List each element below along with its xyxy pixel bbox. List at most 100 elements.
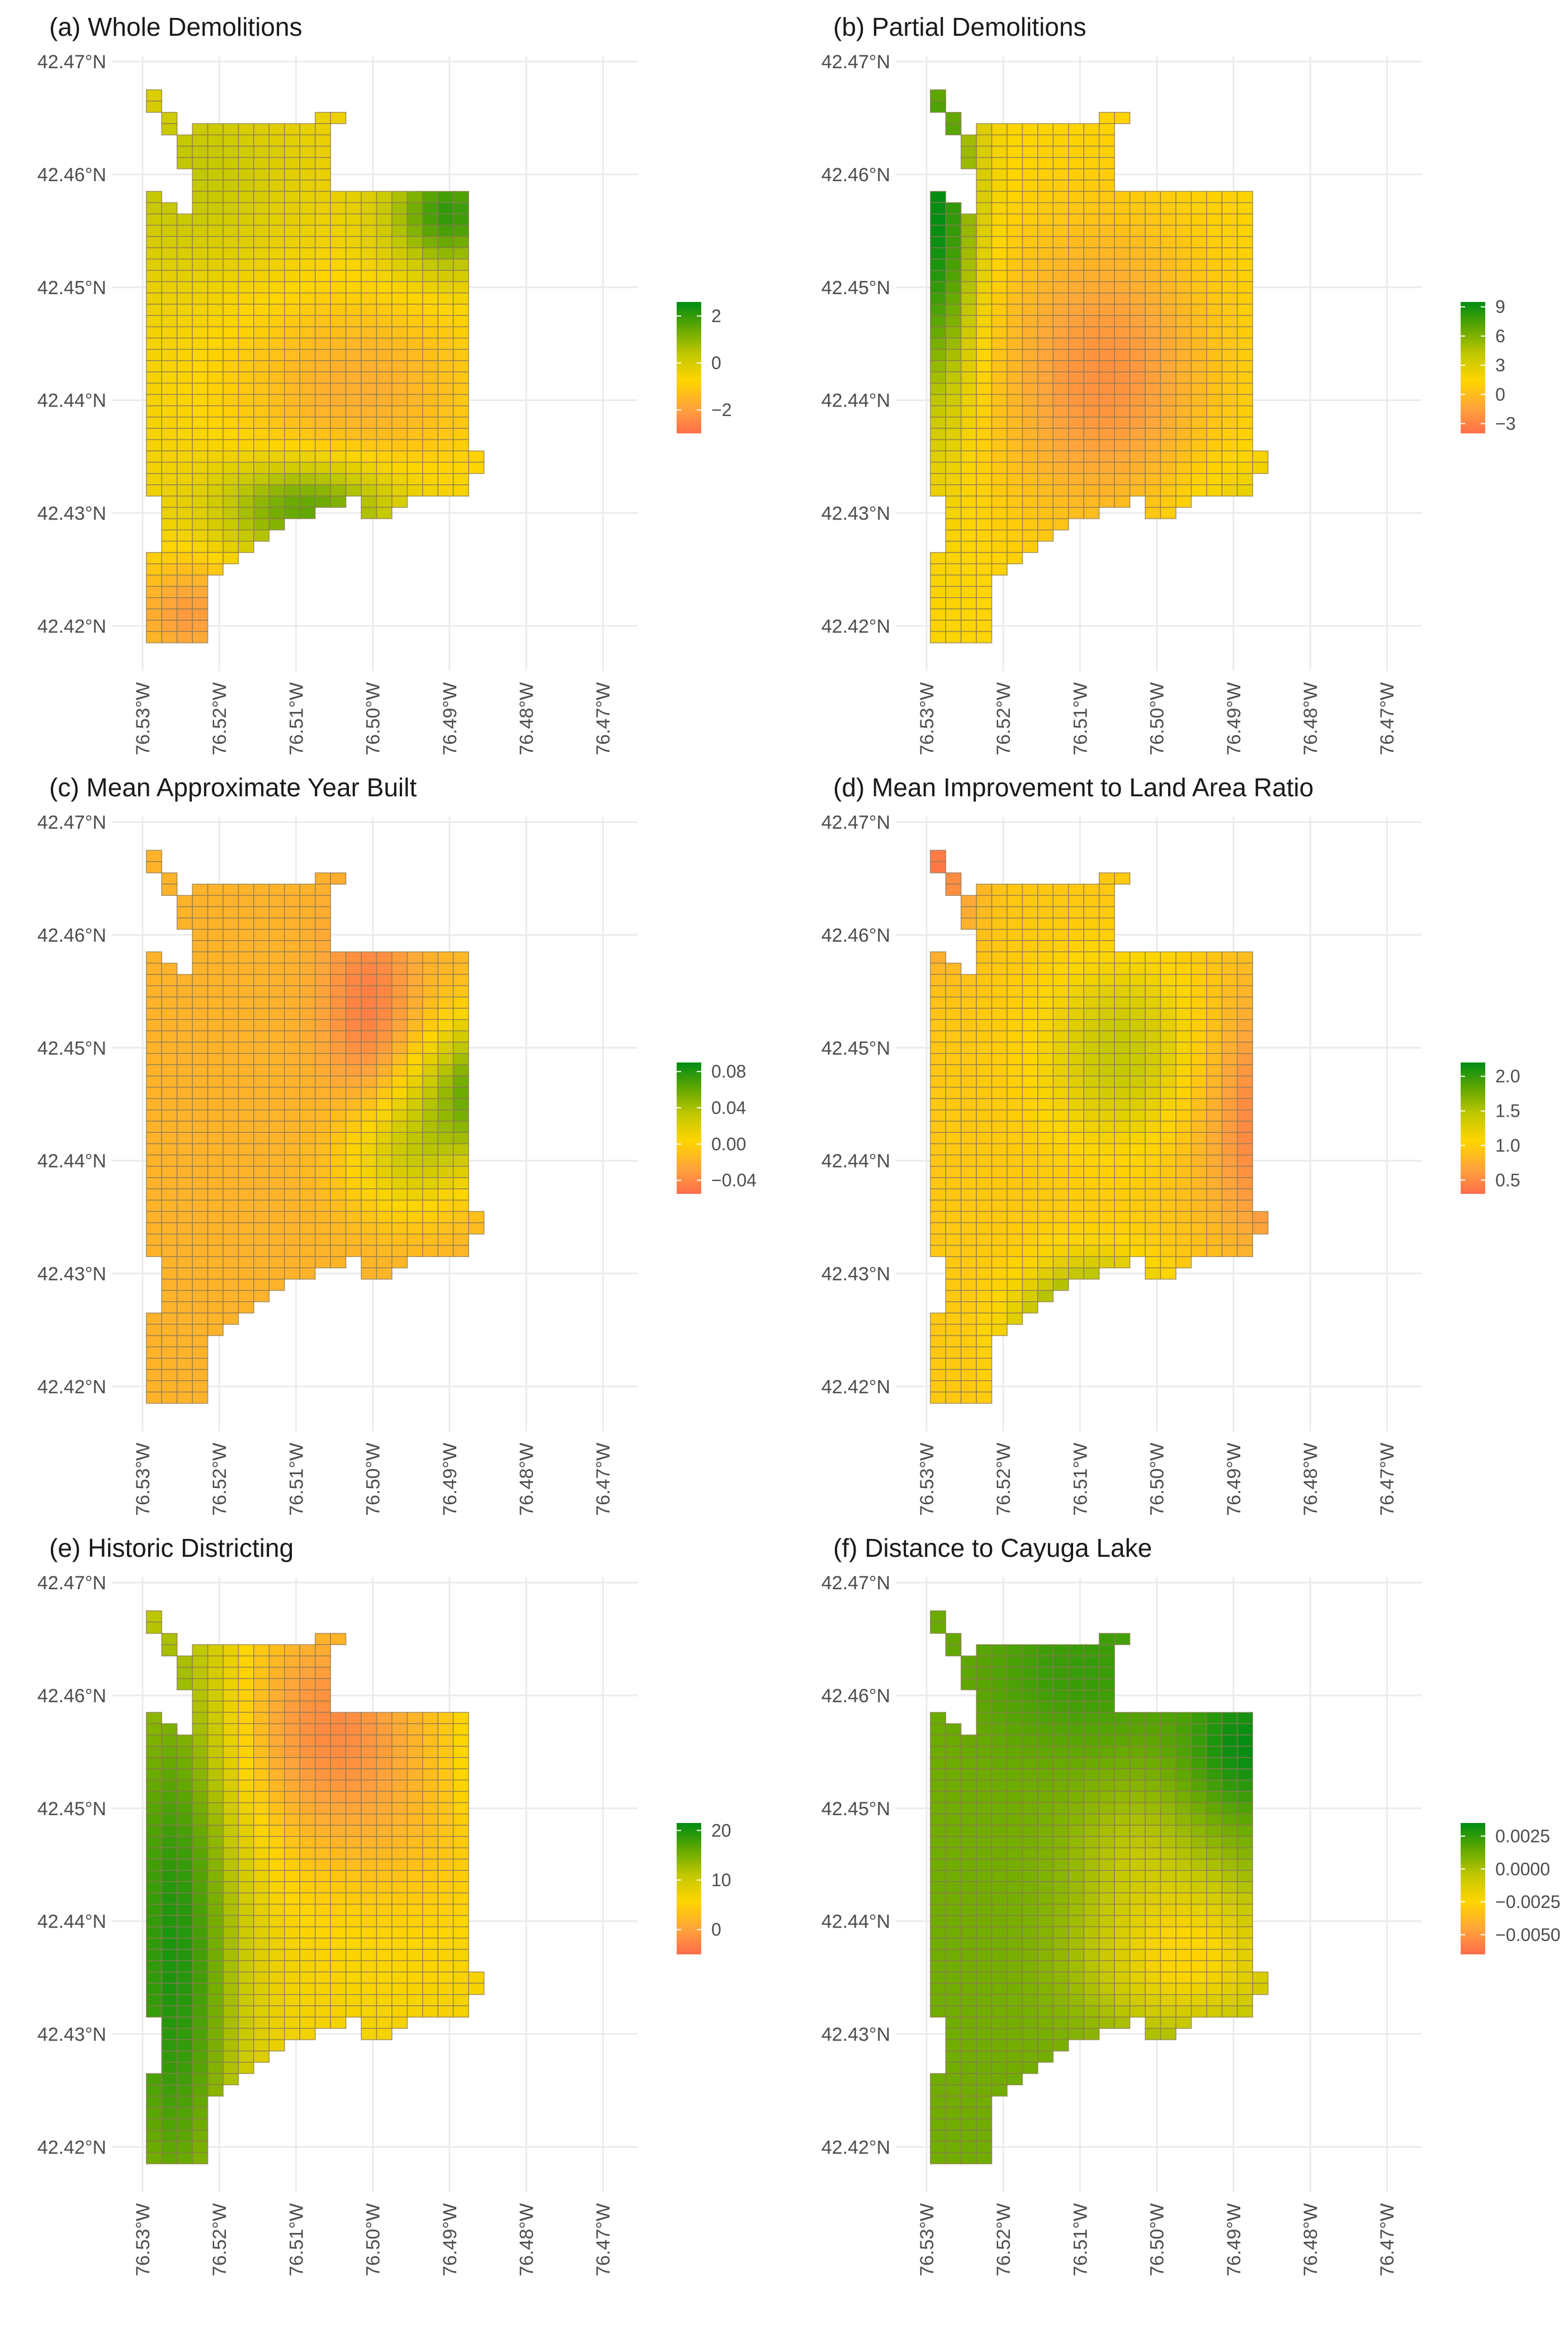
map-cell [1206, 1858, 1223, 1871]
map-cell [268, 1154, 285, 1167]
map-cell [1206, 1938, 1223, 1950]
map-cell [1083, 1222, 1100, 1235]
map-cell [268, 1768, 285, 1781]
map-cell [1160, 236, 1177, 248]
map-cell [299, 1768, 316, 1781]
map-cell [1175, 450, 1192, 463]
map-cell [1145, 2016, 1161, 2029]
map-cell [391, 1165, 408, 1178]
map-cell [314, 439, 331, 452]
map-cell [207, 1199, 224, 1212]
map-cell [192, 461, 209, 474]
map-cell [1114, 382, 1131, 395]
map-cell [1145, 2005, 1161, 2018]
map-cell [422, 315, 439, 328]
map-cell [192, 1222, 209, 1235]
map-cell [1022, 315, 1038, 328]
map-cell [437, 337, 454, 350]
map-cell [960, 224, 977, 237]
map-cell [437, 1869, 454, 1882]
map-cell [1022, 145, 1038, 158]
map-cell [1236, 360, 1253, 372]
map-cell [223, 157, 239, 169]
map-cell [361, 1177, 377, 1189]
map-cell [1191, 1768, 1207, 1781]
legend: 2.01.51.00.5 [1461, 1062, 1520, 1194]
map-cell [1114, 1825, 1131, 1838]
map-cell [1236, 1858, 1253, 1871]
map-cell [176, 1346, 193, 1359]
map-cell [238, 2050, 254, 2063]
map-cell [976, 2095, 993, 2108]
map-cell [1191, 1926, 1207, 1939]
map-cell [1098, 428, 1115, 441]
map-cell [929, 473, 946, 485]
map-cell [976, 1267, 993, 1280]
map-cell [991, 1278, 1008, 1291]
map-cell [253, 1278, 270, 1291]
map-cell [1191, 1154, 1207, 1167]
map-cell [1022, 1655, 1038, 1668]
map-cell [1098, 1041, 1115, 1054]
map-cell [960, 1245, 977, 1257]
map-cell [1160, 1802, 1177, 1815]
map-cell [929, 360, 946, 372]
lat-tick-label: 42.43°N [821, 1263, 890, 1284]
map-cell [1221, 1791, 1238, 1803]
map-cell [1114, 1960, 1131, 1973]
map-cell [253, 360, 270, 372]
map-cell [345, 394, 362, 407]
map-cell [1083, 1041, 1100, 1054]
map-cell [1068, 473, 1085, 485]
map-cell [1145, 1982, 1161, 1995]
map-cell [1022, 1825, 1038, 1838]
map-cell [1052, 428, 1069, 441]
map-cell [345, 1030, 362, 1043]
map-cell [391, 1712, 408, 1725]
map-cell [238, 1994, 254, 2006]
map-cell [1175, 315, 1192, 328]
map-cell [361, 1949, 377, 1962]
map-cell [1175, 292, 1192, 305]
map-cell [223, 168, 239, 181]
map-cell [468, 1971, 485, 1984]
map-cell [1129, 1233, 1146, 1246]
map-cell [929, 1610, 946, 1623]
map-cell [345, 417, 362, 429]
map-cell [1129, 1712, 1146, 1725]
map-cell [452, 1994, 469, 2006]
map-cell [268, 1904, 285, 1916]
map-cell [991, 337, 1008, 350]
map-cell [1191, 1858, 1207, 1871]
map-cell [1129, 1881, 1146, 1893]
map-cell [253, 1655, 270, 1668]
map-cell [1052, 337, 1069, 350]
map-cell [1098, 884, 1115, 896]
map-cell [330, 1994, 347, 2006]
map-cell [1221, 315, 1238, 328]
map-cell [1236, 1233, 1253, 1246]
map-cell [1007, 224, 1023, 237]
panels-container: (a) Whole Demolitions42.47°N42.46°N42.45… [37, 12, 1561, 2277]
map-cell [161, 1734, 178, 1747]
map-cell [1083, 461, 1100, 474]
map-cell [238, 1926, 254, 1939]
map-cell [284, 348, 301, 361]
map-cell [1052, 1757, 1069, 1769]
map-cell [391, 1233, 408, 1246]
map-cell [223, 1926, 239, 1939]
map-cell [452, 236, 469, 248]
map-cell [960, 2073, 977, 2086]
map-cell [284, 1723, 301, 1736]
map-cell [284, 484, 301, 497]
map-cell [176, 382, 193, 395]
map-cell [437, 405, 454, 418]
map-cell [1236, 213, 1253, 226]
map-cell [176, 1075, 193, 1088]
map-cell [1221, 1041, 1238, 1054]
map-cell [253, 1177, 270, 1189]
map-cell [929, 1391, 946, 1404]
map-cell [192, 2141, 209, 2153]
map-cell [314, 326, 331, 339]
map-cell [960, 574, 977, 587]
